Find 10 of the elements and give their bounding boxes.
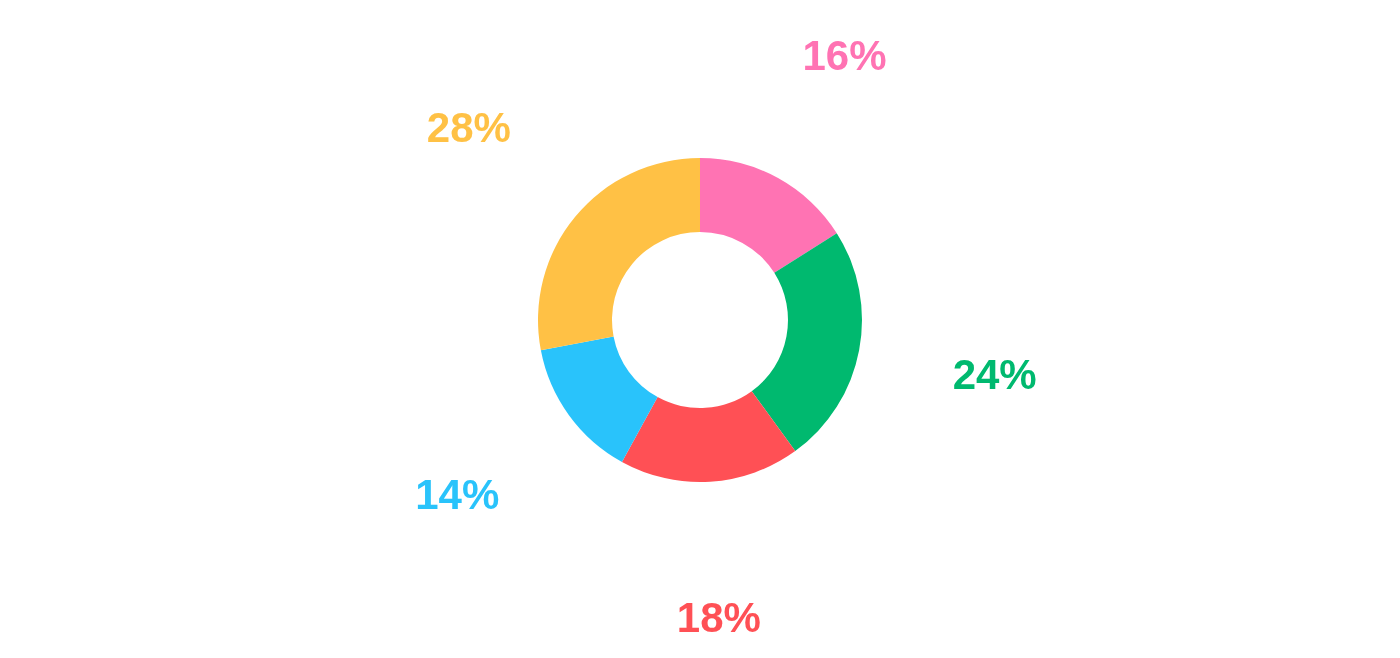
donut-slice [700,158,837,273]
data-label: 18% [676,594,761,642]
donut-slice [540,336,658,462]
donut-slice [538,158,700,351]
donut-slice [621,391,796,482]
data-label: 16% [802,32,887,80]
data-label: 14% [415,471,500,519]
data-label: 24% [952,351,1037,399]
donut-slice [751,233,862,452]
data-label: 28% [426,103,511,151]
